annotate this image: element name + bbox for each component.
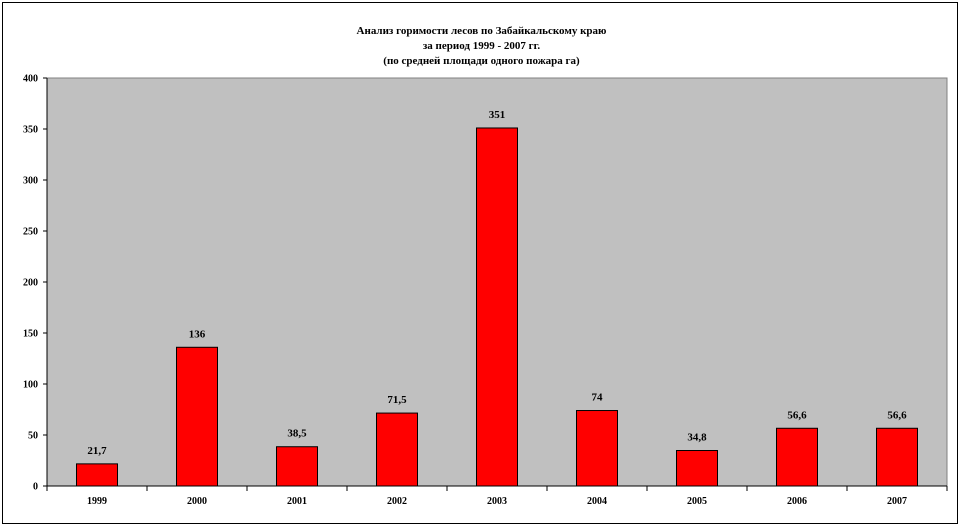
bar (276, 446, 318, 487)
y-tick-label: 300 (23, 176, 38, 187)
y-tick-label: 400 (23, 74, 38, 85)
x-tick-label: 2005 (687, 496, 707, 507)
chart-title-line-1: Анализ горимости лесов по Забайкальскому… (356, 25, 607, 37)
y-tick-label: 100 (23, 380, 38, 391)
data-label: 56,6 (787, 409, 807, 421)
chart-title: Анализ горимости лесов по Забайкальскому… (0, 24, 963, 69)
data-label: 71,5 (387, 394, 407, 406)
bar (176, 346, 218, 487)
bar (776, 427, 818, 487)
data-label: 21,7 (87, 445, 107, 457)
chart-title-line-3: (по средней площади одного пожара га) (383, 55, 580, 67)
data-label: 74 (592, 392, 604, 404)
x-tick-label: 2006 (787, 496, 807, 507)
x-tick-label: 2000 (187, 496, 207, 507)
y-tick-label: 50 (28, 431, 38, 442)
y-tick-label: 350 (23, 125, 38, 136)
y-tick-label: 200 (23, 278, 38, 289)
data-labels: 21,7 136 38,5 71,5 351 74 34,8 56,6 56,6 (87, 109, 907, 457)
bar (876, 427, 918, 487)
x-tick-label: 2003 (487, 496, 507, 507)
data-label: 56,6 (887, 409, 907, 421)
x-axis: 1999 2000 2001 2002 2003 2004 2005 2006 2007 (46, 485, 948, 507)
data-label: 38,5 (287, 428, 307, 440)
bar (76, 463, 118, 487)
x-tick-label: 2004 (587, 496, 607, 507)
bar (576, 410, 618, 487)
y-tick-label: 150 (23, 329, 38, 340)
x-tick-label: 2002 (387, 496, 407, 507)
y-tick-label: 250 (23, 227, 38, 238)
x-tick-label: 2001 (287, 496, 307, 507)
data-label: 34,8 (687, 432, 707, 444)
x-tick-label: 1999 (87, 496, 107, 507)
bar (376, 412, 418, 487)
chart-title-line-2: за период 1999 - 2007 гг. (422, 40, 541, 52)
bar (476, 127, 518, 487)
y-tick-label: 0 (33, 482, 38, 493)
y-axis: 0 50 100 150 200 250 300 350 400 (23, 74, 48, 493)
data-label: 136 (189, 328, 206, 340)
x-tick-label: 2007 (887, 496, 907, 507)
bar (676, 450, 718, 487)
data-label: 351 (489, 109, 506, 121)
bars (76, 127, 918, 487)
